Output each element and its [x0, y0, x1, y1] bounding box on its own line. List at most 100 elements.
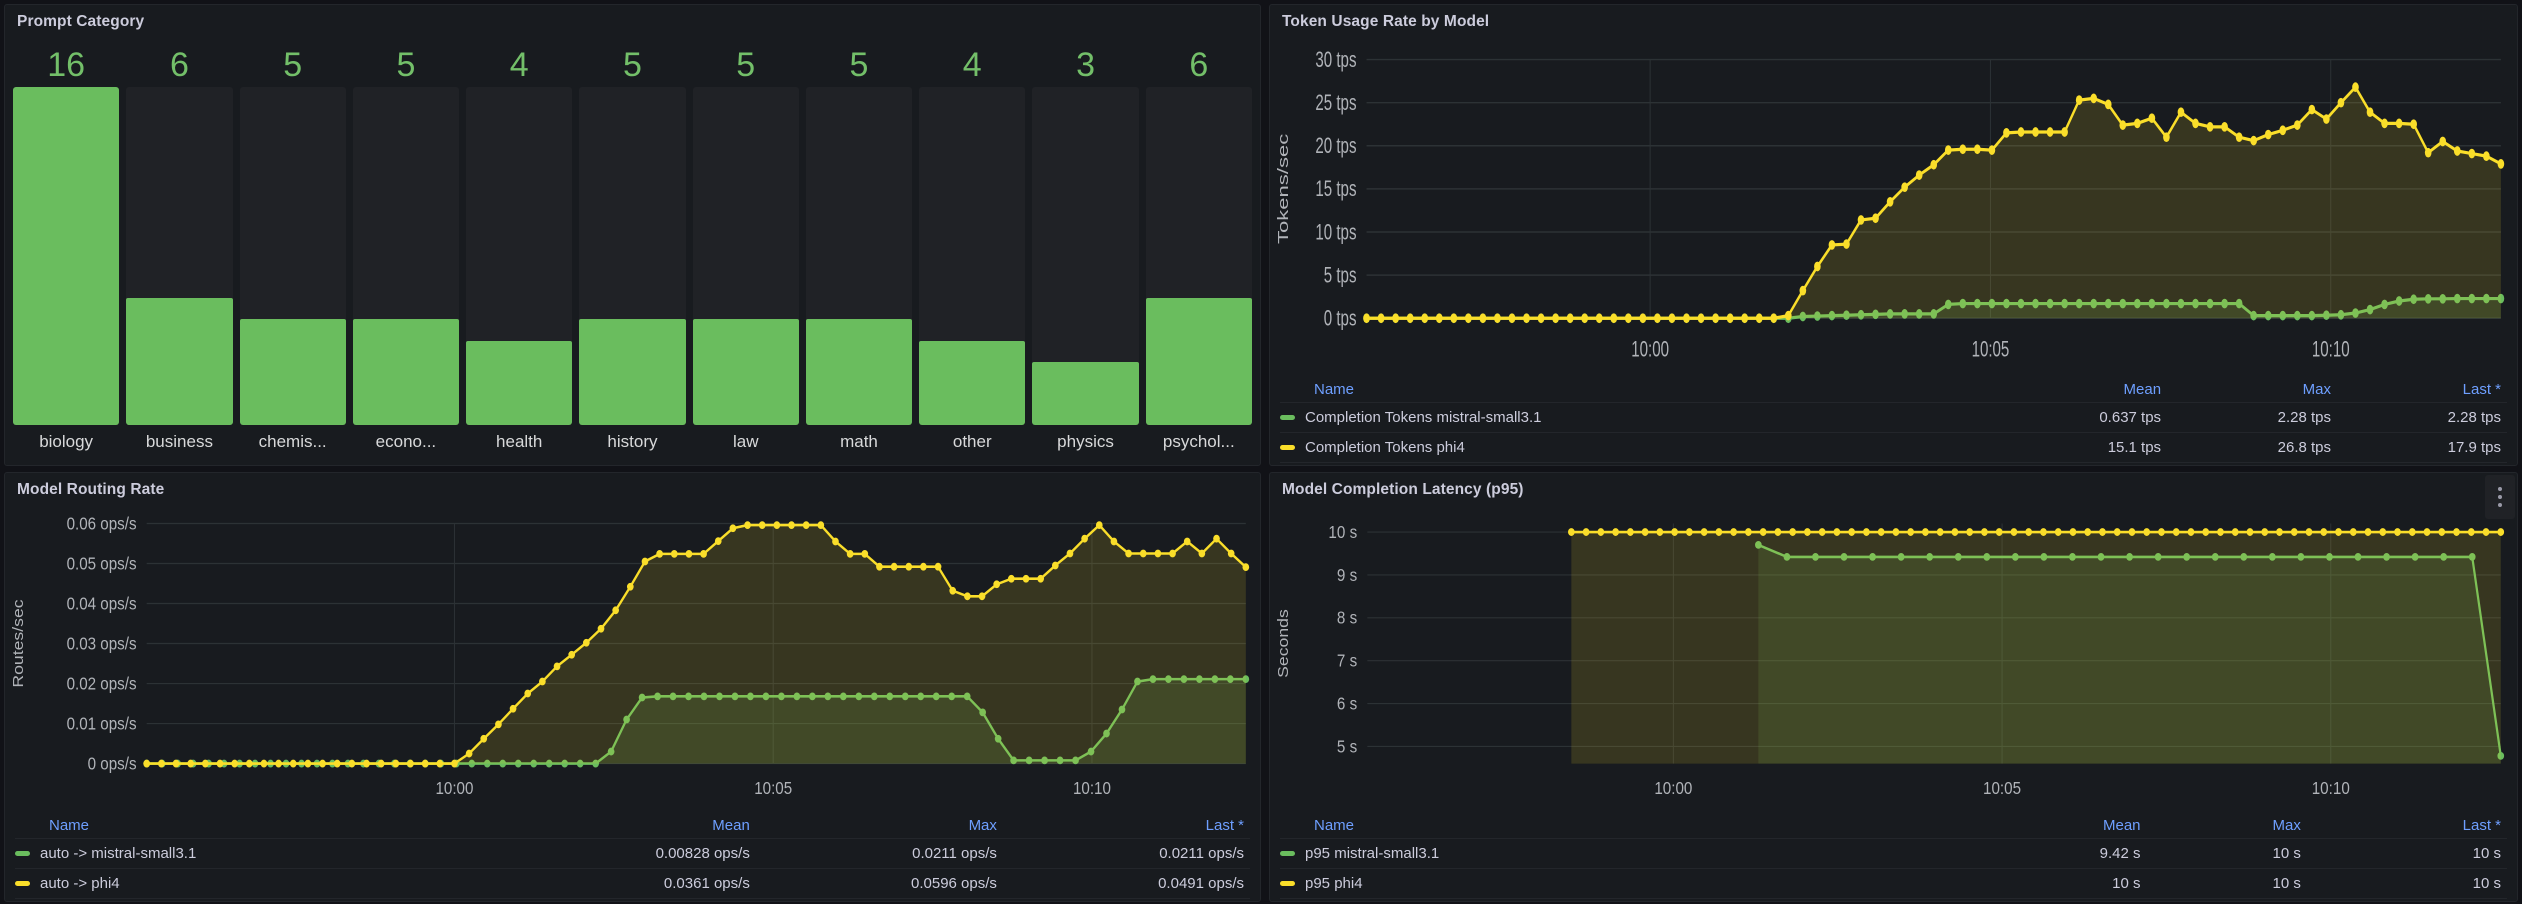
timeseries-token-usage[interactable]: 0 tps 5 tps 10 tps 15 tps 20 tps 25 tps 30 tps… — [1270, 39, 2517, 377]
bar-gauge-label: chemis... — [258, 432, 327, 451]
bar-gauge-track — [692, 87, 799, 425]
legend-row[interactable]: auto -> mistral-small3.1 0.00828 ops/s 0.0… — [15, 838, 1250, 869]
legend-max-value: 26.8 tps — [2167, 432, 2338, 463]
legend-series-name-cell[interactable]: p95 mistral-small3.1 — [1280, 838, 1937, 869]
legend-color-swatch-icon[interactable] — [15, 851, 30, 856]
legend-table-model-routing: Name Mean Max Last * auto -> mistral-small3.… — [15, 813, 1250, 899]
legend-mean-value: 0.0361 ops/s — [487, 868, 756, 899]
timeseries-completion-latency[interactable]: 5 s 6 s 7 s 8 s 9 s 10 s 10:00 10:05 10:10 Second… — [1270, 507, 2517, 813]
legend-max-value: 0.0211 ops/s — [755, 838, 1003, 869]
legend-mean-value: 15.1 tps — [1975, 432, 2168, 463]
x-axis-tick-label: 10:10 — [1073, 779, 1111, 798]
bar-gauge-item[interactable]: 5 history — [579, 43, 686, 459]
y-axis-tick-label: 9 s — [1337, 566, 1357, 585]
legend-series-name-cell[interactable]: auto -> phi4 — [15, 868, 488, 899]
legend-header-mean[interactable]: Mean — [2123, 381, 2162, 398]
legend-model-routing: Name Mean Max Last * auto -> mistral-small3.… — [5, 813, 1260, 901]
bar-gauge-item[interactable]: 4 other — [919, 43, 1026, 459]
panel-title-completion-latency: Model Completion Latency (p95) — [1282, 481, 1524, 498]
legend-header-last[interactable]: Last * — [2462, 381, 2501, 398]
legend-series-name-cell[interactable]: auto -> mistral-small3.1 — [15, 838, 488, 869]
legend-mean-value: 0.00828 ops/s — [487, 838, 756, 869]
bar-gauge-item[interactable]: 5 econo... — [352, 43, 460, 459]
legend-header-name[interactable]: Name — [1314, 381, 1355, 398]
legend-header-name[interactable]: Name — [1314, 817, 1355, 834]
panel-header-token-usage[interactable]: Token Usage Rate by Model — [1270, 5, 2517, 39]
legend-row[interactable]: p95 mistral-small3.1 9.42 s 10 s 10 s — [1280, 838, 2507, 869]
legend-header-name[interactable]: Name — [49, 817, 90, 834]
y-axis-tick-label: 0.04 ops/s — [67, 594, 137, 613]
legend-last-value: 17.9 tps — [2337, 432, 2507, 463]
legend-max-value: 10 s — [2146, 868, 2307, 899]
legend-color-swatch-icon[interactable] — [1280, 881, 1295, 886]
legend-header-mean[interactable]: Mean — [712, 817, 750, 834]
legend-series-label: p95 mistral-small3.1 — [1305, 845, 1440, 862]
bar-gauge-item[interactable]: 3 physics — [1032, 43, 1139, 459]
bar-gauge-value: 5 — [623, 46, 642, 84]
series-1 — [1755, 541, 2505, 764]
legend-series-label: p95 phi4 — [1305, 875, 1363, 892]
bar-gauge-item[interactable]: 6 psychol... — [1145, 43, 1252, 459]
bar-gauge-fill — [579, 319, 686, 425]
legend-header-last[interactable]: Last * — [1205, 817, 1244, 834]
bar-gauge-label: econo... — [375, 432, 437, 451]
legend-series-label: Completion Tokens mistral-small3.1 — [1305, 409, 1542, 426]
legend-color-swatch-icon[interactable] — [1280, 415, 1295, 420]
y-axis-tick-label: 7 s — [1337, 652, 1357, 671]
y-axis-tick-label: 0.02 ops/s — [67, 674, 137, 693]
x-axis-tick-label: 10:05 — [754, 779, 792, 798]
x-axis-tick-label: 10:05 — [1972, 338, 2010, 363]
legend-series-name-cell[interactable]: p95 phi4 — [1280, 868, 1937, 899]
bar-gauge-value: 6 — [169, 46, 189, 84]
bar-gauge-value: 16 — [47, 46, 86, 84]
y-axis-tick-label: 0 tps — [1324, 307, 1357, 332]
legend-header-max[interactable]: Max — [968, 817, 997, 834]
legend-row[interactable]: Completion Tokens mistral-small3.1 0.637 … — [1280, 402, 2507, 433]
panel-title-token-usage: Token Usage Rate by Model — [1282, 13, 1490, 30]
legend-header-max[interactable]: Max — [2272, 817, 2301, 834]
legend-header-last[interactable]: Last * — [2462, 817, 2501, 834]
legend-last-value: 10 s — [2306, 868, 2507, 899]
legend-series-name-cell[interactable]: Completion Tokens mistral-small3.1 — [1280, 402, 1976, 433]
bar-gauge-track — [805, 87, 913, 425]
legend-row[interactable]: p95 phi4 10 s 10 s 10 s — [1280, 868, 2507, 899]
bar-gauge-label: biology — [39, 432, 94, 451]
legend-header-max[interactable]: Max — [2302, 381, 2332, 398]
bar-gauge-label: business — [145, 432, 213, 451]
legend-color-swatch-icon[interactable] — [1280, 851, 1295, 856]
y-axis-tick-label: 15 tps — [1315, 178, 1356, 203]
bar-gauge-item[interactable]: 4 health — [466, 43, 573, 459]
bar-gauge-fill — [466, 340, 573, 425]
y-axis-title: Routes/sec — [10, 599, 27, 687]
legend-table-token-usage: Name Mean Max Last * Completion Tokens mistr… — [1280, 377, 2507, 463]
bar-gauge-item[interactable]: 6 business — [126, 43, 233, 459]
bar-gauge-item[interactable]: 16 biology — [13, 43, 120, 459]
legend-header-mean[interactable]: Mean — [2103, 817, 2141, 834]
panel-header-prompt-category[interactable]: Prompt Category — [5, 5, 1260, 39]
bar-gauge-label: health — [496, 432, 543, 451]
bar-gauge-item[interactable]: 5 math — [805, 43, 913, 459]
panel-header-model-routing[interactable]: Model Routing Rate — [5, 473, 1260, 507]
x-axis-tick-label: 10:00 — [435, 779, 473, 798]
bar-gauge-value: 5 — [736, 46, 756, 84]
legend-series-label: auto -> phi4 — [40, 875, 120, 892]
bar-gauge-value: 5 — [849, 46, 869, 84]
legend-mean-value: 0.637 tps — [1975, 402, 2168, 433]
legend-color-swatch-icon[interactable] — [15, 881, 30, 886]
bar-gauge-item[interactable]: 5 chemis... — [239, 43, 346, 459]
y-axis-title: Tokens/sec — [1275, 134, 1292, 244]
kebab-menu-icon[interactable] — [2485, 475, 2515, 519]
panel-title-model-routing: Model Routing Rate — [17, 481, 165, 498]
bar-gauge-item[interactable]: 5 law — [692, 43, 799, 459]
panel-header-completion-latency[interactable]: Model Completion Latency (p95) — [1270, 473, 2517, 507]
legend-row[interactable]: auto -> phi4 0.0361 ops/s 0.0596 ops/s 0.04… — [15, 868, 1250, 899]
legend-series-name-cell[interactable]: Completion Tokens phi4 — [1280, 432, 1976, 463]
legend-row[interactable]: Completion Tokens phi4 15.1 tps 26.8 tps 17… — [1280, 432, 2507, 463]
legend-color-swatch-icon[interactable] — [1280, 445, 1295, 450]
bar-gauge-track — [1032, 87, 1139, 425]
bar-gauge-label: law — [732, 432, 759, 451]
panel-completion-latency: Model Completion Latency (p95) 5 s 6 s 7 s… — [1269, 472, 2518, 902]
timeseries-model-routing[interactable]: 0 ops/s 0.01 ops/s 0.02 ops/s 0.03 ops/s 0.0… — [5, 507, 1260, 813]
panel-body-token-usage: 0 tps 5 tps 10 tps 15 tps 20 tps 25 tps 30 tps… — [1270, 39, 2517, 465]
